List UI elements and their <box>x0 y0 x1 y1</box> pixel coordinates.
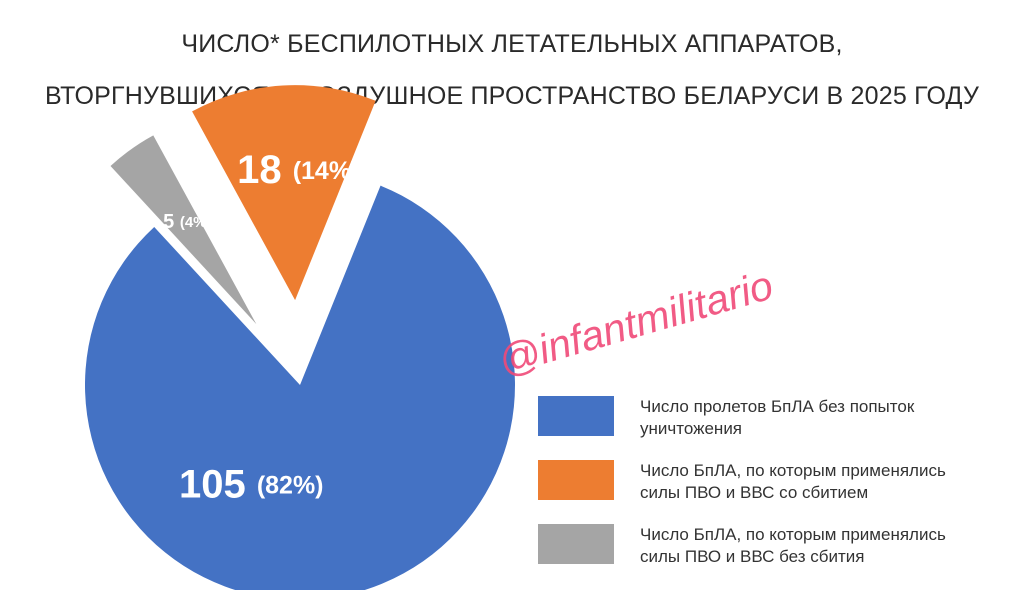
legend-item-shot-down: Число БпЛА, по которым применялись силы … <box>538 456 1018 504</box>
legend-swatch-uncontested <box>538 396 614 436</box>
chart-title-line-2: ВТОРГНУВШИХСЯ В ВОЗДУШНОЕ ПРОСТРАНСТВО Б… <box>44 82 980 110</box>
data-label-shot-down: 18 (14%) <box>237 148 359 192</box>
chart-title-line-1: ЧИСЛО* БЕСПИЛОТНЫХ ЛЕТАТЕЛЬНЫХ АППАРАТОВ… <box>181 30 843 58</box>
data-label-percent-shot-down: (14%) <box>293 157 360 185</box>
data-label-uncontested: 105 (82%) <box>179 462 324 506</box>
legend-label-shot-down: Число БпЛА, по которым применялись силы … <box>640 460 1010 504</box>
pie-slice-shot-down <box>192 85 376 301</box>
pie-slice-not-shot-down <box>110 135 257 325</box>
legend-item-not-shot-down: Число БпЛА, по которым применялись силы … <box>538 520 1018 568</box>
legend-label-uncontested-line-1: Число пролетов БпЛА без попыток <box>640 397 915 416</box>
legend-label-not-shot-down-line-2: силы ПВО и ВВС без сбития <box>640 547 865 566</box>
data-label-percent-uncontested: (82%) <box>257 471 324 499</box>
legend-label-shot-down-line-2: силы ПВО и ВВС со сбитием <box>640 483 869 502</box>
data-label-value-shot-down: 18 <box>237 148 293 192</box>
data-label-value-uncontested: 105 <box>179 462 257 506</box>
data-label-percent-not-shot-down: (4%) <box>180 214 212 231</box>
legend-label-uncontested-line-2: уничтожения <box>640 419 743 438</box>
legend-label-uncontested: Число пролетов БпЛА без попыток уничтоже… <box>640 396 1010 440</box>
legend-label-shot-down-line-1: Число БпЛА, по которым применялись <box>640 461 946 480</box>
pie-slice-uncontested <box>85 185 515 590</box>
legend-swatch-shot-down <box>538 460 614 500</box>
legend-label-not-shot-down: Число БпЛА, по которым применялись силы … <box>640 524 1010 568</box>
legend-swatch-not-shot-down <box>538 524 614 564</box>
legend-item-uncontested: Число пролетов БпЛА без попыток уничтоже… <box>538 392 1018 440</box>
data-label-value-not-shot-down: 5 <box>163 211 180 233</box>
data-label-not-shot-down: 5 (4%) <box>163 211 211 233</box>
legend-label-not-shot-down-line-1: Число БпЛА, по которым применялись <box>640 525 946 544</box>
